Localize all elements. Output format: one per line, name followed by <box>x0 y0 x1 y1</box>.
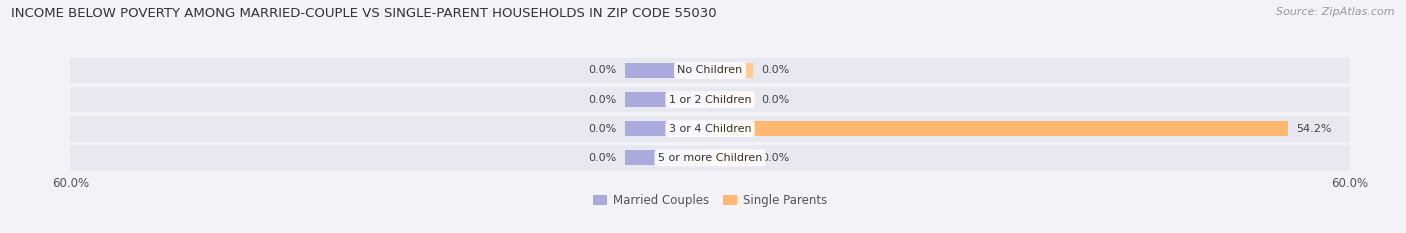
Bar <box>70 116 1350 141</box>
Text: 3 or 4 Children: 3 or 4 Children <box>669 124 751 134</box>
Text: No Children: No Children <box>678 65 742 75</box>
Bar <box>624 92 710 107</box>
Text: 0.0%: 0.0% <box>588 65 616 75</box>
Text: 0.0%: 0.0% <box>588 95 616 105</box>
Text: 0.0%: 0.0% <box>588 124 616 134</box>
Bar <box>710 92 752 107</box>
Text: 1 or 2 Children: 1 or 2 Children <box>669 95 751 105</box>
Bar <box>70 145 1350 171</box>
Text: 0.0%: 0.0% <box>761 153 789 163</box>
Bar <box>710 63 752 78</box>
Bar <box>624 150 710 165</box>
Text: 0.0%: 0.0% <box>588 153 616 163</box>
Bar <box>624 121 710 136</box>
Text: 0.0%: 0.0% <box>761 95 789 105</box>
Text: 5 or more Children: 5 or more Children <box>658 153 762 163</box>
Text: INCOME BELOW POVERTY AMONG MARRIED-COUPLE VS SINGLE-PARENT HOUSEHOLDS IN ZIP COD: INCOME BELOW POVERTY AMONG MARRIED-COUPL… <box>11 7 717 20</box>
Bar <box>624 63 710 78</box>
Bar <box>70 87 1350 112</box>
Bar <box>70 58 1350 83</box>
Legend: Married Couples, Single Parents: Married Couples, Single Parents <box>593 194 827 207</box>
Text: Source: ZipAtlas.com: Source: ZipAtlas.com <box>1277 7 1395 17</box>
Bar <box>710 121 1288 136</box>
Bar <box>710 150 752 165</box>
Text: 54.2%: 54.2% <box>1296 124 1331 134</box>
Text: 0.0%: 0.0% <box>761 65 789 75</box>
